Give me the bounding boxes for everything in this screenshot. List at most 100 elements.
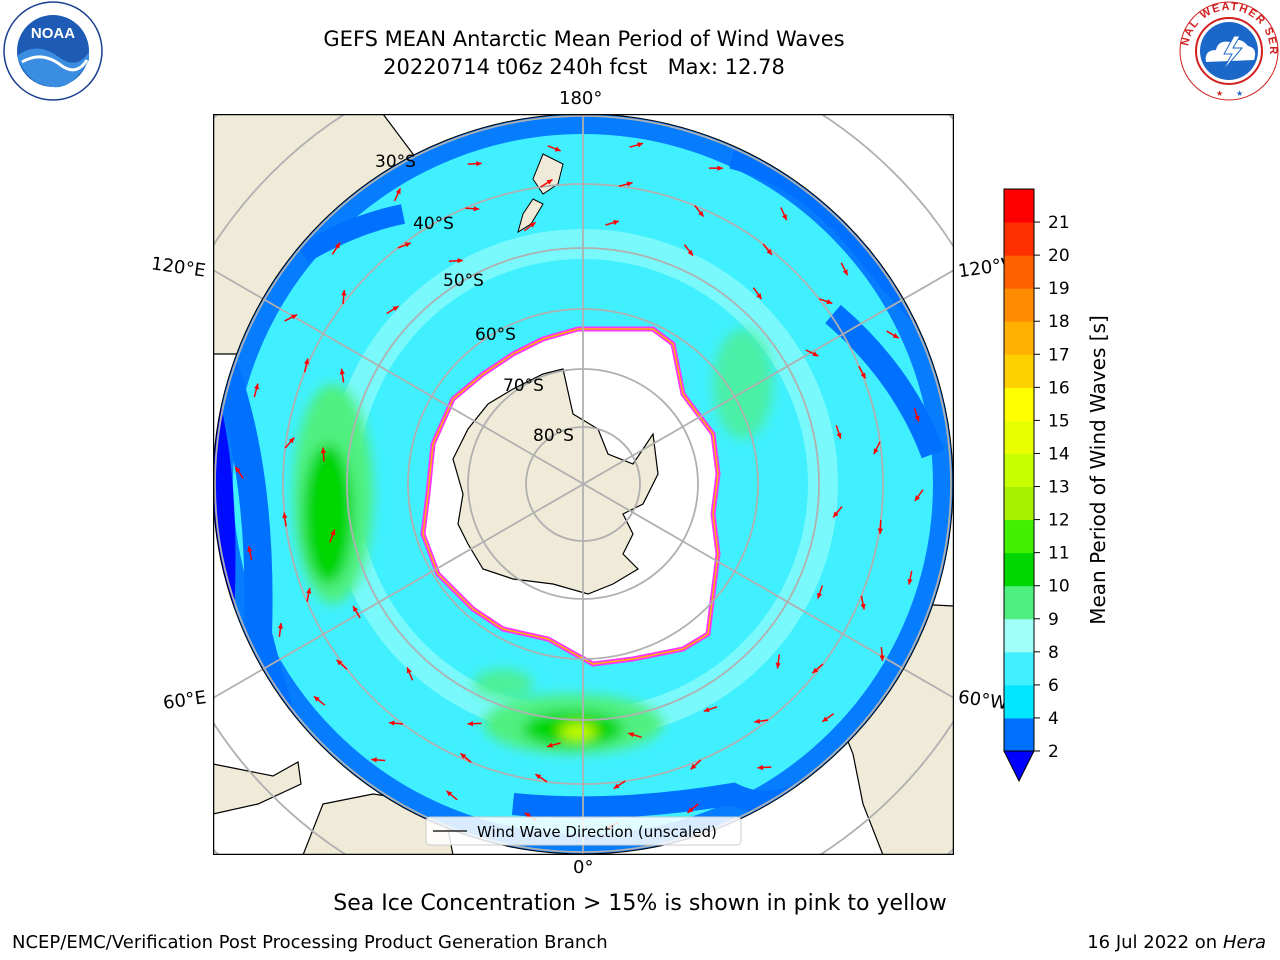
wind-wave-arrowhead (703, 707, 710, 713)
wind-wave-arrowhead (836, 432, 842, 439)
colorbar-swatch (1004, 354, 1034, 388)
wind-wave-arrowhead (247, 546, 253, 552)
wind-wave-arrowhead (756, 293, 762, 300)
colorbar-tick-label: 18 (1048, 312, 1070, 332)
title-line-1: GEFS MEAN Antarctic Mean Period of Wind … (323, 27, 845, 51)
lat-label-60s: 60°S (475, 325, 516, 345)
wind-wave-arrowhead (476, 161, 482, 167)
wind-wave-arrowhead (637, 142, 644, 148)
footer-credit: NCEP/EMC/Verification Post Processing Pr… (12, 932, 608, 953)
wind-wave-arrowhead (613, 220, 619, 226)
wind-wave-arrowhead (304, 358, 310, 365)
wind-wave-arrowhead (291, 314, 298, 320)
legend-label: Wind Wave Direction (unscaled) (477, 823, 717, 841)
wind-wave-arrowhead (860, 372, 866, 379)
colorbar-tick-label: 8 (1048, 643, 1059, 663)
wind-wave-arrowhead (877, 528, 883, 534)
footer-date: 16 Jul 2022 on Hera (1087, 932, 1266, 953)
wind-wave-arrowhead (457, 258, 463, 264)
wind-wave-arrowhead (698, 210, 704, 217)
lat-label-40s: 40°S (413, 214, 454, 234)
colorbar-tick-label: 15 (1048, 411, 1070, 431)
wind-wave-arrowhead (313, 696, 320, 702)
colorbar-swatch (1004, 618, 1034, 653)
colorbar-under-triangle (1003, 750, 1035, 783)
wind-wave-arrowhead (406, 667, 412, 674)
colorbar-swatch (1004, 552, 1034, 587)
wind-wave-arrowhead (766, 249, 772, 255)
wind-wave-arrowhead (687, 807, 694, 813)
wind-wave-arrowhead (842, 269, 848, 276)
wind-wave-arrowhead (473, 206, 480, 212)
colorbar-swatch (1004, 651, 1034, 686)
colorbar-swatch (1004, 519, 1034, 554)
wind-wave-arrowhead (914, 415, 920, 422)
colorbar-tick-label: 12 (1048, 511, 1070, 531)
colorbar-tick-label: 16 (1048, 378, 1070, 398)
colorbar-swatch (1004, 585, 1034, 620)
wind-wave-arrowhead (535, 774, 542, 780)
wind-wave-arrowhead (330, 529, 336, 536)
wind-wave-arrowhead (446, 790, 453, 797)
colorbar-swatch (1004, 717, 1034, 752)
colorbar-swatch (1004, 684, 1034, 719)
wind-wave-arrowhead (822, 716, 829, 722)
colorbar-swatch (1004, 486, 1034, 521)
wind-wave-arrowhead (613, 783, 620, 789)
colorbar-tick-label: 17 (1048, 345, 1070, 365)
wind-wave-arrowhead (352, 606, 359, 613)
noaa-logo-text: NOAA (31, 25, 75, 42)
colorbar-tick-label: 2 (1048, 742, 1059, 762)
wind-wave-arrowhead (392, 306, 399, 312)
wind-wave-arrowhead (467, 721, 474, 727)
sea-ice-note: Sea Ice Concentration > 15% is shown in … (333, 891, 947, 916)
wind-wave-arrowhead (892, 333, 899, 339)
wind-wave-direction-vectors (234, 142, 924, 831)
svg-text:★: ★ (1216, 89, 1223, 98)
wind-wave-arrowhead (339, 368, 345, 375)
colorbar-swatch (1004, 222, 1034, 256)
wind-wave-arrowhead (306, 588, 312, 594)
colorbar-swatch (1004, 288, 1034, 322)
noaa-logo: NOAA (3, 1, 103, 101)
wind-wave-arrowhead (687, 249, 693, 256)
wind-wave-arrowhead (288, 437, 295, 444)
wind-wave-arrowhead (833, 511, 839, 518)
wind-wave-arrowhead (277, 623, 284, 629)
colorbar-tick-label: 13 (1048, 478, 1070, 498)
lat-label-30s: 30°S (375, 152, 416, 172)
svg-text:★: ★ (1236, 89, 1243, 98)
wind-wave-arrowhead (717, 165, 723, 171)
footer-date-text: 16 Jul 2022 on (1087, 932, 1223, 953)
colorbar-tick-label: 20 (1048, 246, 1070, 266)
colorbar-tick-label: 21 (1048, 213, 1070, 233)
colorbar-swatch (1004, 453, 1034, 488)
wind-wave-arrowhead (460, 753, 467, 759)
colorbar-tick-label: 6 (1048, 676, 1059, 696)
lon-label-60e: 60°E (161, 687, 208, 714)
wind-wave-arrowhead (282, 512, 288, 519)
wind-wave-arrowhead (235, 466, 241, 473)
colorbar-tick-label: 4 (1048, 709, 1059, 729)
wind-wave-arrowhead (907, 578, 913, 585)
title-line-2: 20220714 t06z 240h fcst Max: 12.78 (383, 55, 785, 79)
wind-wave-arrowhead (371, 757, 377, 763)
africa-landmass (213, 761, 302, 815)
wind-wave-arrowhead (817, 592, 823, 599)
colorbar-swatch (1004, 321, 1034, 355)
wind-wave-arrowhead (628, 732, 635, 738)
colorbar-swatch (1004, 387, 1034, 421)
graticule (213, 114, 954, 855)
wind-wave-arrowhead (914, 495, 921, 502)
wind-wave-arrowhead (873, 448, 879, 455)
lon-label-120e: 120°E (149, 253, 207, 282)
new-zealand-landmass (532, 153, 564, 195)
wind-wave-arrowhead (546, 179, 553, 185)
colorbar-tick-label: 14 (1048, 444, 1070, 464)
colorbar: 2 4 6 8 9 10 11 12 13 14 15 16 17 18 19 20 21 (1003, 188, 1070, 783)
colorbar-tick-label: 10 (1048, 577, 1070, 597)
lon-label-top: 180° (559, 88, 603, 109)
wind-wave-arrowhead (546, 742, 553, 748)
wind-wave-arrowhead (336, 659, 343, 666)
antarctic-map: 30°S 40°S 50°S 60°S 70°S 80°S Wind Wave … (213, 114, 954, 855)
